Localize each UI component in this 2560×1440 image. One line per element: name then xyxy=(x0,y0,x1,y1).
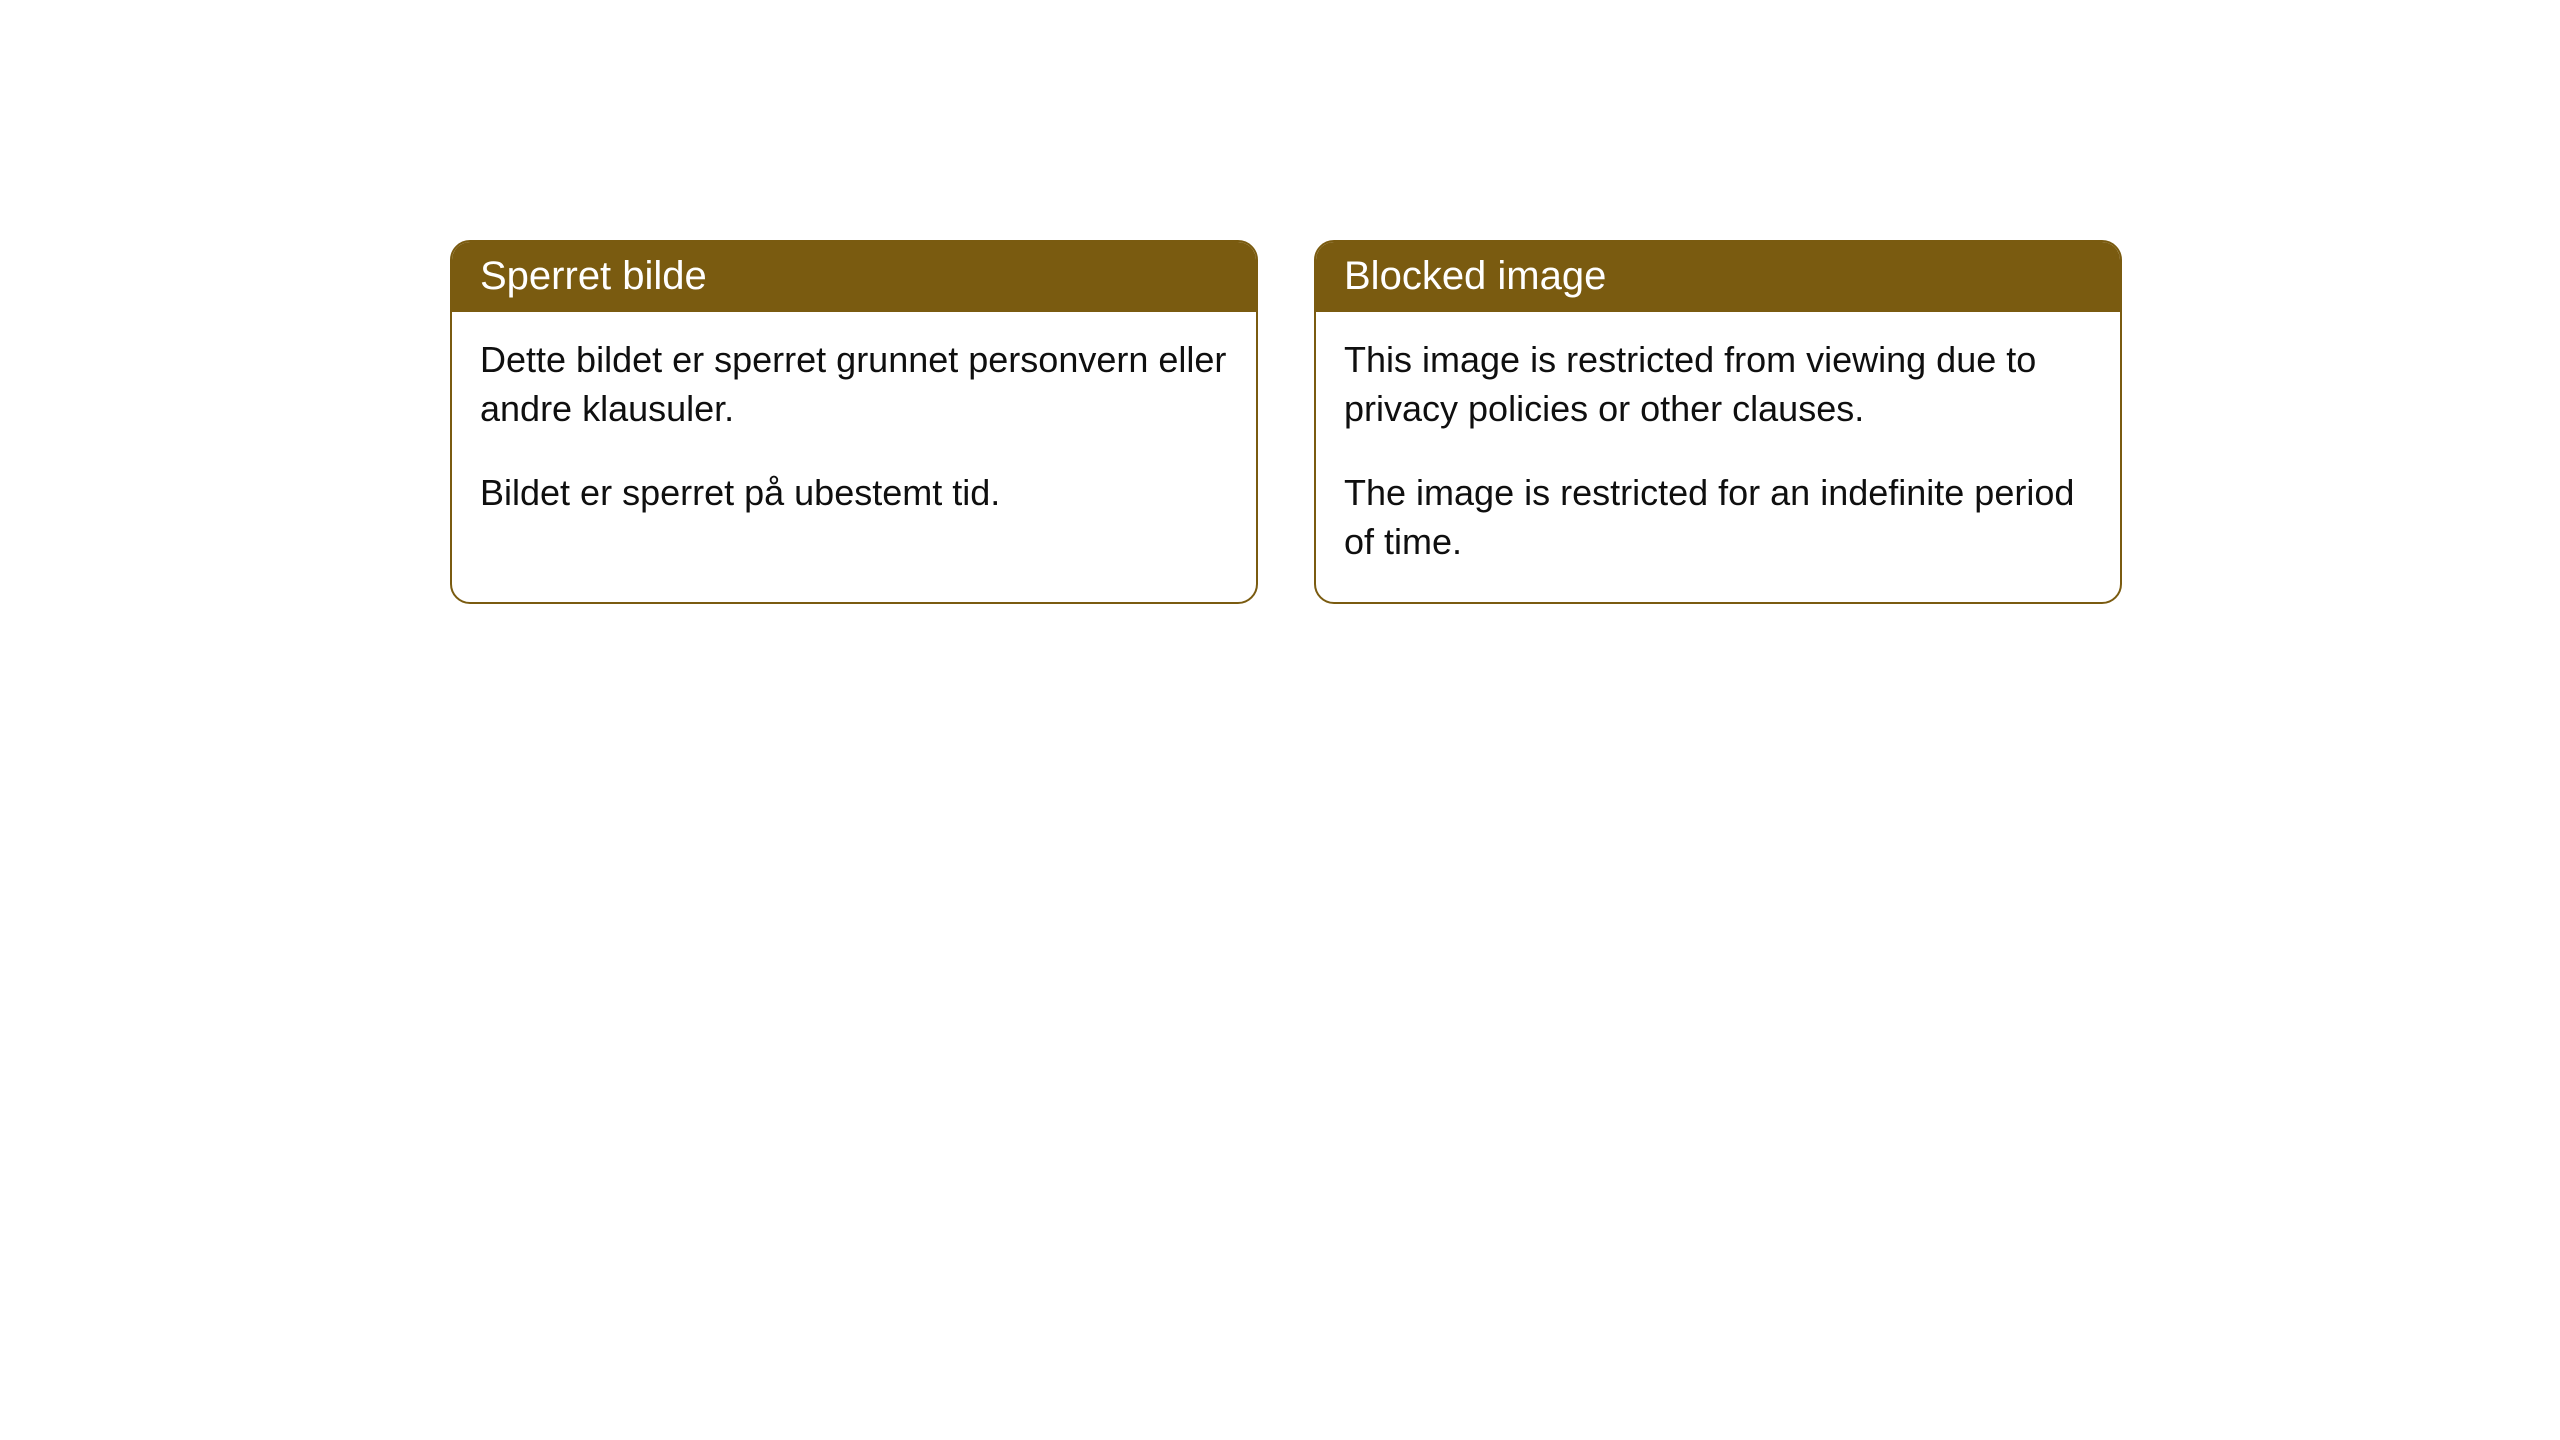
card-paragraph: The image is restricted for an indefinit… xyxy=(1344,469,2092,566)
notice-card-english: Blocked image This image is restricted f… xyxy=(1314,240,2122,604)
card-paragraph: This image is restricted from viewing du… xyxy=(1344,336,2092,433)
notice-cards-container: Sperret bilde Dette bildet er sperret gr… xyxy=(450,240,2122,604)
card-body: This image is restricted from viewing du… xyxy=(1316,312,2120,602)
card-header: Sperret bilde xyxy=(452,242,1256,312)
card-body: Dette bildet er sperret grunnet personve… xyxy=(452,312,1256,554)
card-paragraph: Dette bildet er sperret grunnet personve… xyxy=(480,336,1228,433)
card-header: Blocked image xyxy=(1316,242,2120,312)
card-paragraph: Bildet er sperret på ubestemt tid. xyxy=(480,469,1228,518)
notice-card-norwegian: Sperret bilde Dette bildet er sperret gr… xyxy=(450,240,1258,604)
